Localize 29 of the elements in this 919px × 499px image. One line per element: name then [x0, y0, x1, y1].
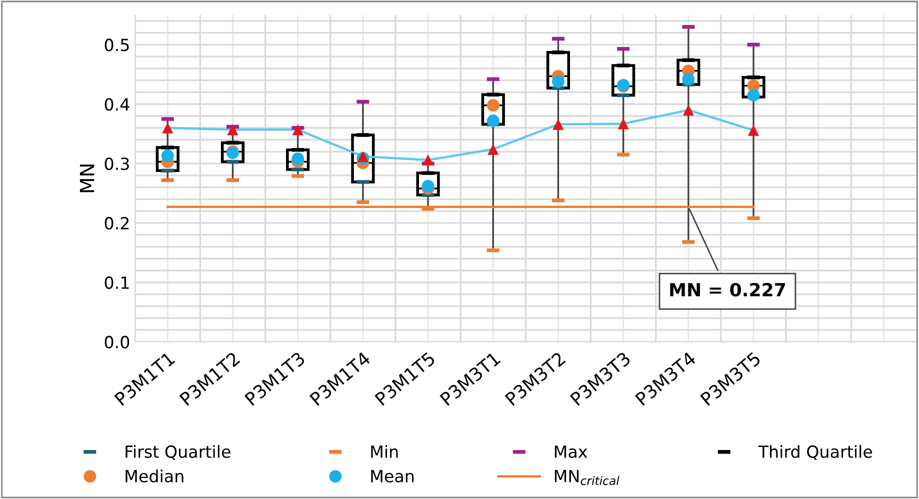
point [357, 150, 368, 162]
point [748, 124, 760, 136]
point [162, 122, 174, 134]
point [618, 118, 629, 130]
y-tick-label: 0.5 [104, 38, 129, 52]
y-tick-label: 0.0 [104, 336, 130, 348]
point [552, 118, 564, 130]
y-tick-label: 0.3 [104, 158, 129, 170]
y-tick-label: 0.2 [104, 216, 129, 230]
point [227, 124, 238, 136]
annotation: MN = 0.227 [670, 282, 785, 297]
point [682, 104, 694, 116]
legend-label: Median [126, 470, 184, 482]
point [682, 72, 695, 86]
legend-label: Mean [371, 470, 414, 482]
point [422, 154, 434, 166]
legend-label: MN$_{critical}$ [554, 470, 620, 486]
legend-label: First Quartile [126, 445, 230, 460]
point [552, 75, 564, 88]
y-axis-title: MN [80, 164, 94, 192]
legend-label: Max [554, 446, 588, 458]
legend-label: Third Quartile [758, 445, 872, 460]
point [747, 88, 760, 102]
legend-label: Min [371, 445, 398, 458]
point [488, 144, 499, 155]
y-tick-label: 0.4 [104, 98, 130, 111]
point [486, 114, 500, 127]
y-tick-label: 0.1 [104, 276, 129, 289]
point [292, 124, 304, 136]
